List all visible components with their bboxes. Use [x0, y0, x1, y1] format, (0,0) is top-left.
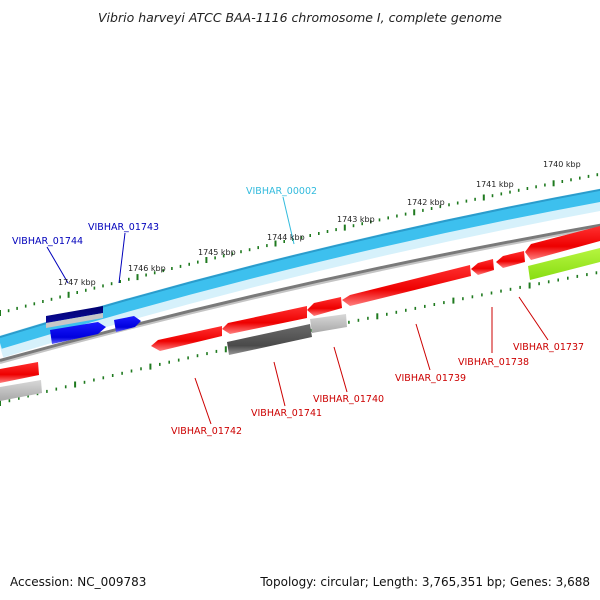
scale-label-1747: 1747 kbp [58, 278, 96, 287]
gene-vibhar-01744-bar[interactable] [46, 306, 103, 323]
gene-vibhar-01739-arrow[interactable] [342, 265, 471, 306]
leader-vibhar-01739 [415, 323, 431, 371]
scale-label-1740: 1740 kbp [543, 160, 581, 169]
gene-vibhar-01744-arrow[interactable] [50, 322, 106, 344]
scale-track-outer [0, 173, 599, 316]
backbone-grey-line-2 [0, 226, 600, 364]
scale-label-1742: 1742 kbp [407, 198, 445, 207]
leader-vibhar-00002 [282, 196, 295, 245]
label-vibhar-01744[interactable]: VIBHAR_01744 [12, 236, 83, 247]
map-title: Vibrio harveyi ATCC BAA-1116 chromosome … [98, 10, 502, 25]
gene-vibhar-01737-arrow[interactable] [496, 251, 525, 268]
leader-vibhar-01743 [118, 232, 126, 284]
gene-left-red-bar[interactable] [0, 362, 39, 383]
leader-vibhar-01744 [46, 246, 69, 284]
label-vibhar-00002[interactable]: VIBHAR_00002 [246, 186, 317, 197]
gene-vibhar-01741-arrow[interactable] [222, 306, 307, 334]
gene-right-green-bar[interactable] [528, 248, 600, 280]
label-vibhar-01742[interactable]: VIBHAR_01742 [171, 426, 242, 437]
gene-vibhar-01740-arrow[interactable] [307, 297, 342, 316]
scale-label-1746: 1746 kbp [128, 264, 166, 273]
label-vibhar-01741[interactable]: VIBHAR_01741 [251, 408, 322, 419]
gene-vibhar-01743-arrow[interactable] [114, 316, 141, 332]
accession-text: Accession: NC_009783 [10, 575, 147, 589]
gene-vibhar-01744-shadow [46, 313, 103, 328]
leader-vibhar-01741 [273, 361, 286, 407]
leader-vibhar-01740 [333, 346, 348, 393]
genome-summary-text: Topology: circular; Length: 3,765,351 bp… [260, 575, 590, 589]
label-vibhar-01743[interactable]: VIBHAR_01743 [88, 222, 159, 233]
leader-vibhar-01737 [518, 296, 549, 341]
gene-vibhar-01740-grey [310, 314, 347, 333]
label-vibhar-01737[interactable]: VIBHAR_01737 [513, 342, 584, 353]
label-vibhar-01739[interactable]: VIBHAR_01739 [395, 373, 466, 384]
gene-right-red-arrow[interactable] [525, 226, 600, 260]
scale-label-1743: 1743 kbp [337, 215, 375, 224]
gene-left-grey-bar [0, 380, 42, 401]
scale-label-1744: 1744 kbp [267, 233, 305, 242]
backbone-grey-line [0, 223, 600, 363]
label-vibhar-01738[interactable]: VIBHAR_01738 [458, 357, 529, 368]
label-vibhar-01740[interactable]: VIBHAR_01740 [313, 394, 384, 405]
gene-vibhar-01741-grey [227, 324, 312, 355]
scale-label-1741: 1741 kbp [476, 180, 514, 189]
scale-label-1745: 1745 kbp [198, 248, 236, 257]
leader-vibhar-01742 [194, 377, 212, 425]
gene-vibhar-01738-arrow[interactable] [471, 259, 494, 275]
gene-vibhar-01742-arrow[interactable] [151, 326, 222, 351]
